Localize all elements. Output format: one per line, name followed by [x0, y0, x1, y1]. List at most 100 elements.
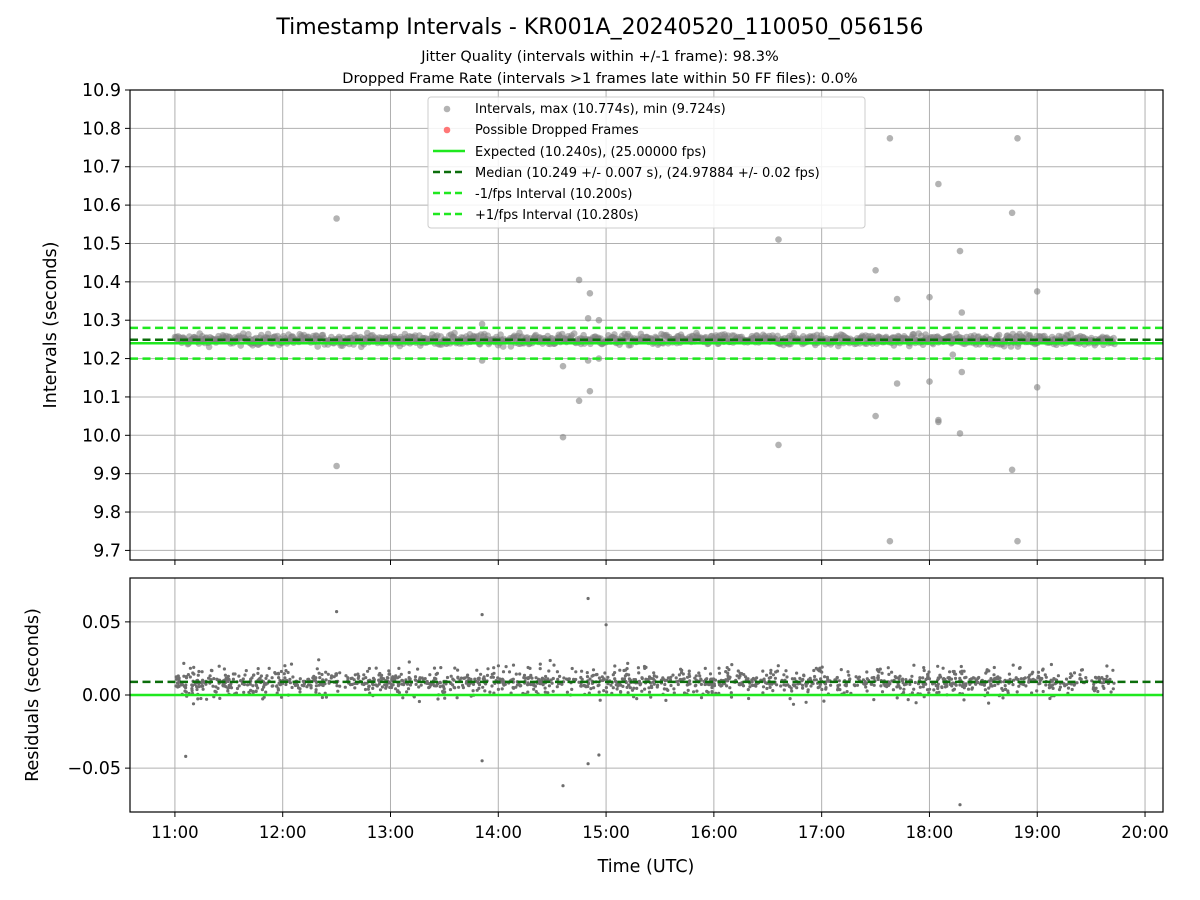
top-y-tick-label: 9.7	[93, 541, 121, 561]
residual-point	[738, 674, 742, 678]
residual-point	[1043, 673, 1047, 677]
top-y-tick-label: 9.8	[93, 503, 121, 523]
residual-point	[436, 697, 440, 701]
residual-point	[195, 687, 199, 692]
residual-point	[609, 683, 613, 687]
residual-point	[475, 668, 479, 672]
residual-point	[288, 681, 292, 685]
residual-point	[951, 688, 955, 692]
residual-point	[989, 684, 993, 688]
residual-point	[792, 684, 797, 688]
residual-point	[770, 682, 774, 686]
residual-point	[1102, 680, 1106, 685]
residual-point	[616, 684, 620, 688]
residual-point	[260, 688, 264, 692]
residual-point	[1031, 677, 1035, 681]
residual-point	[574, 677, 578, 682]
x-tick-label: 14:00	[475, 823, 523, 842]
residual-point	[750, 680, 754, 684]
residual-point	[538, 662, 542, 666]
residual-point	[395, 689, 400, 694]
residual-point	[717, 671, 722, 675]
residual-point	[635, 686, 639, 691]
residual-point	[438, 685, 442, 689]
residual-point	[971, 676, 975, 680]
residual-point	[212, 677, 216, 681]
residual-point	[380, 685, 384, 689]
residual-point	[207, 676, 211, 680]
residual-point	[649, 695, 653, 699]
residual-point	[635, 697, 639, 701]
interval-outlier-point	[1008, 466, 1016, 474]
top-y-tick-label: 10.4	[82, 273, 121, 293]
residual-point	[399, 672, 403, 676]
residual-point	[941, 666, 945, 670]
residual-point	[932, 688, 936, 692]
bottom-y-tick-label: −0.05	[67, 759, 121, 779]
residual-point	[937, 676, 941, 681]
residual-point	[1017, 684, 1021, 688]
residual-point	[594, 673, 598, 677]
residual-point	[839, 668, 843, 672]
residual-point	[1044, 675, 1048, 679]
residual-point	[249, 688, 253, 693]
residual-point	[217, 664, 221, 668]
residual-point	[277, 681, 281, 685]
residual-point	[679, 667, 683, 671]
residual-point	[1036, 670, 1041, 674]
residual-point	[461, 683, 465, 688]
residual-point	[374, 666, 378, 670]
interval-point	[314, 343, 322, 350]
interval-outlier-point	[586, 290, 594, 297]
residual-point	[346, 676, 350, 680]
residual-point	[177, 684, 181, 688]
residual-point	[371, 683, 375, 687]
residual-point	[605, 690, 609, 694]
residual-point	[481, 677, 485, 681]
residual-point	[441, 684, 445, 688]
residual-point	[795, 686, 799, 690]
residual-point	[237, 674, 241, 678]
residual-point	[717, 683, 722, 687]
residual-point	[414, 682, 418, 687]
residual-point	[184, 690, 188, 694]
residual-point	[556, 677, 560, 682]
residual-point	[541, 683, 545, 687]
residual-point	[308, 683, 312, 687]
residual-point	[771, 689, 775, 693]
x-tick-label: 11:00	[151, 823, 199, 842]
residual-point	[529, 673, 533, 678]
residual-point	[1070, 674, 1074, 678]
residual-point	[656, 683, 660, 687]
residual-point	[197, 669, 201, 674]
residual-point	[619, 690, 623, 694]
residual-point	[1024, 684, 1028, 688]
interval-outlier-point	[559, 433, 567, 441]
interval-point	[1067, 330, 1075, 338]
residual-point	[853, 684, 857, 688]
interval-outlier-point	[1014, 537, 1021, 545]
residual-point	[707, 683, 711, 687]
residual-point	[256, 686, 260, 690]
residual-point	[457, 685, 461, 689]
residual-point	[214, 685, 218, 689]
residual-point	[567, 677, 571, 681]
residual-outlier-point	[958, 803, 962, 807]
residual-point	[534, 676, 538, 680]
residual-point	[750, 683, 755, 687]
residual-point	[879, 684, 883, 688]
residual-point	[492, 671, 496, 675]
top-y-tick-label: 10.0	[82, 426, 121, 446]
residual-point	[910, 674, 914, 678]
interval-outlier-point	[956, 430, 964, 437]
residual-point	[974, 678, 979, 682]
residual-point	[570, 666, 574, 671]
residual-point	[362, 673, 366, 677]
residual-point	[387, 669, 391, 673]
residual-point	[812, 668, 816, 673]
residual-point	[958, 683, 962, 687]
residual-point	[1044, 683, 1048, 687]
residual-point	[195, 685, 199, 689]
residual-point	[928, 687, 932, 691]
residual-point	[958, 676, 962, 681]
